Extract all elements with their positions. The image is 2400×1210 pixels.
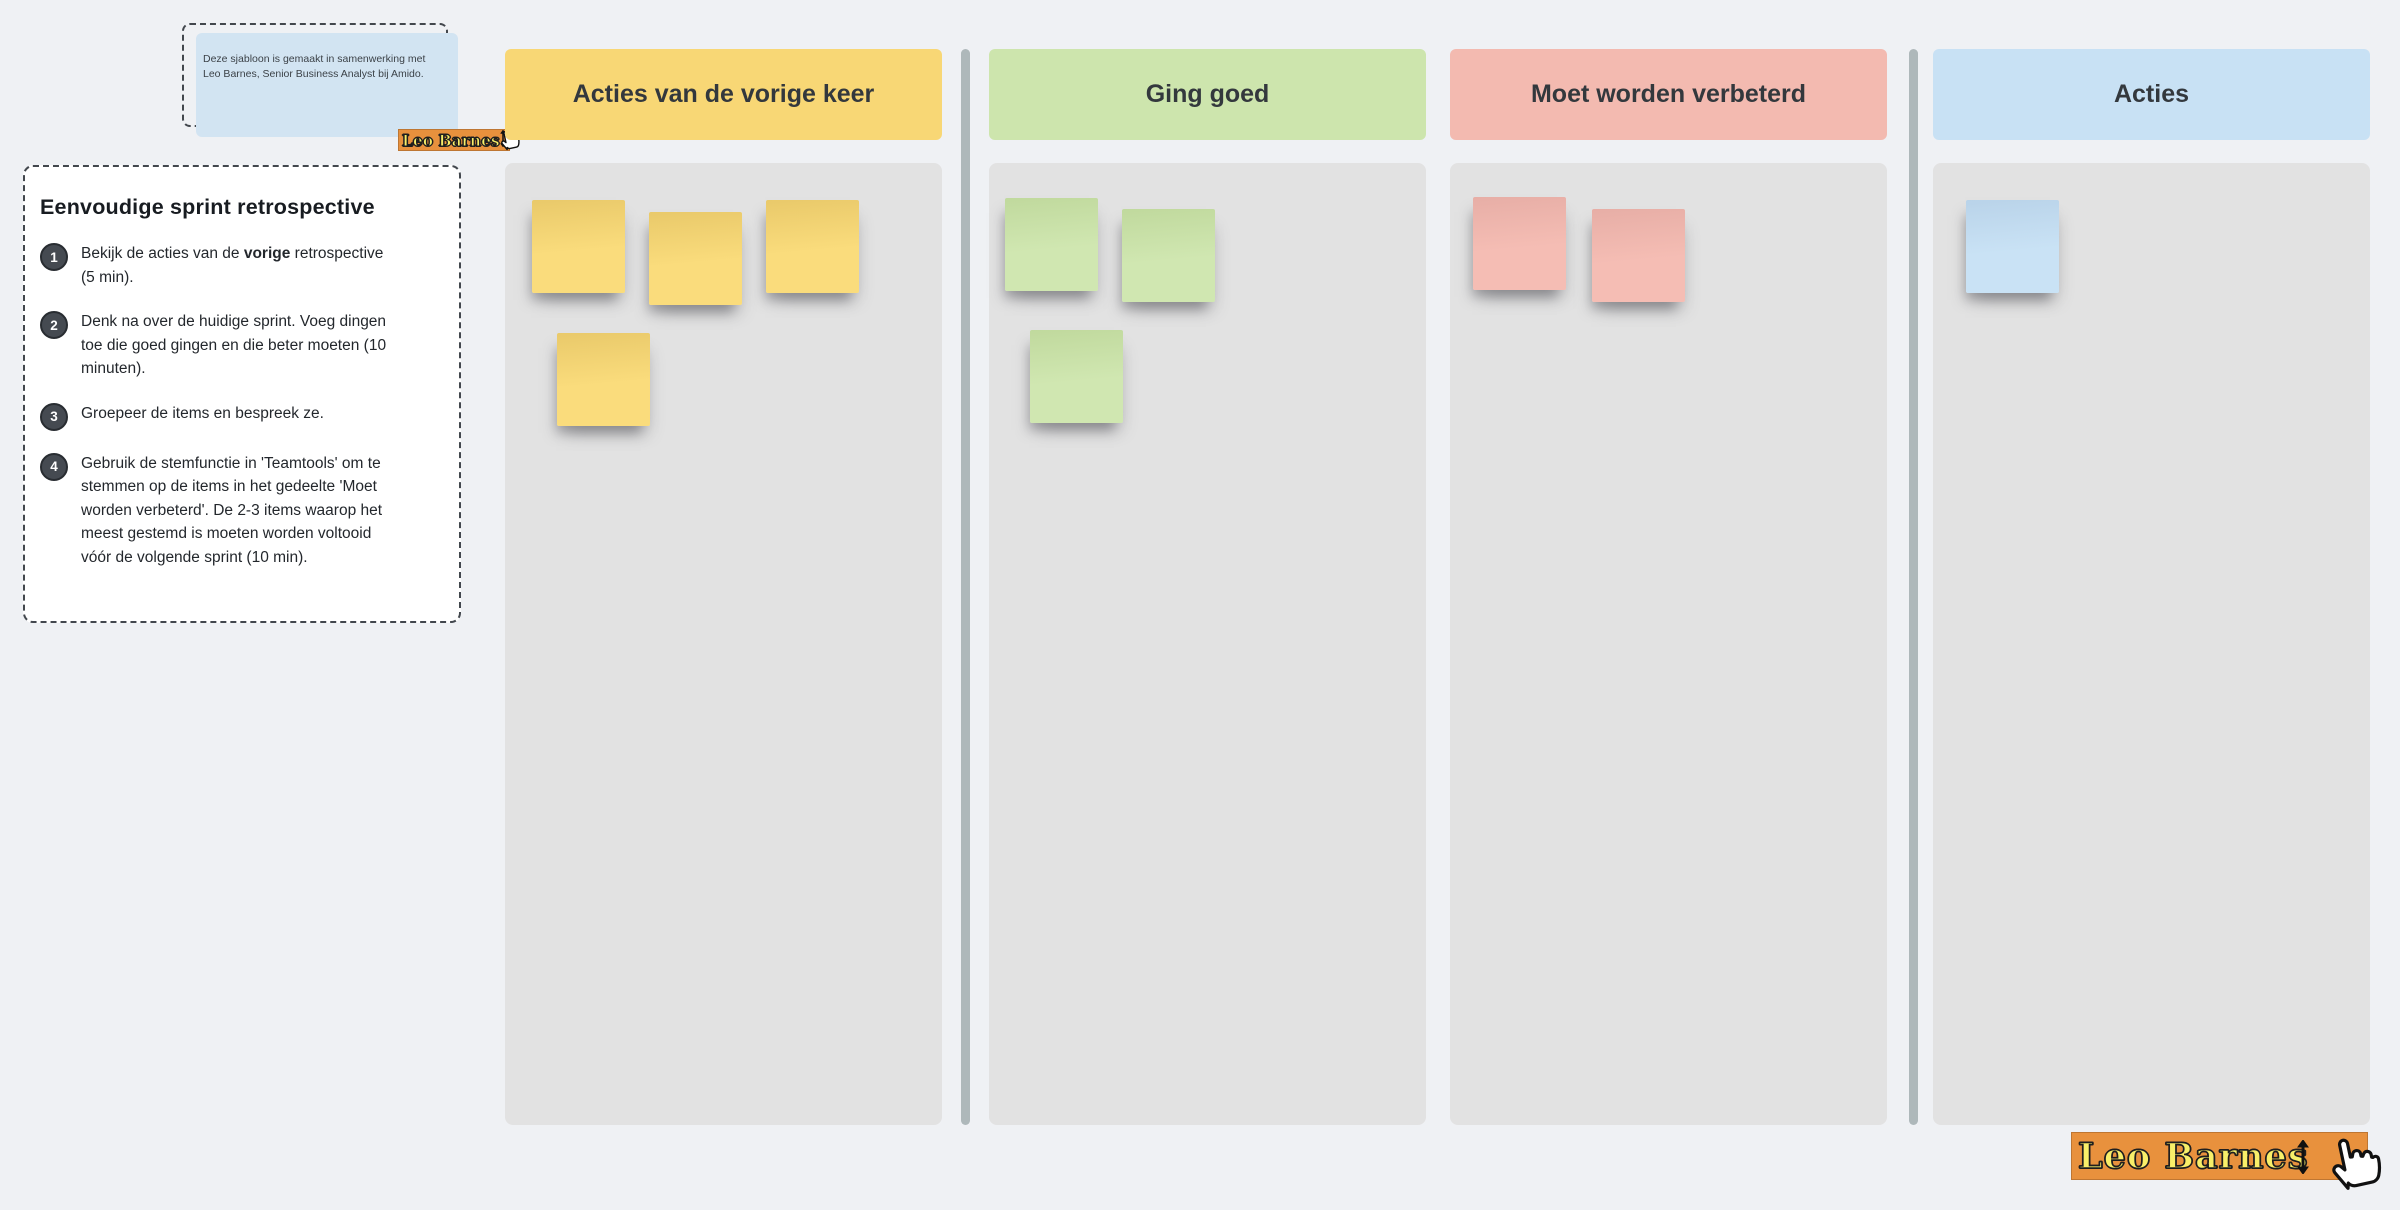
column-body-previous-actions[interactable] [505,163,942,1125]
column-title: Ging goed [1145,80,1270,108]
column-title: Acties [2113,80,2190,108]
instruction-step: 1 Bekijk de acties van de vorige retrosp… [40,242,439,289]
collab-note-card[interactable]: Deze sjabloon is gemaakt in samenwerking… [196,33,520,151]
column-previous-actions: Acties van de vorige keer [505,0,942,1210]
step-number-badge: 3 [40,402,68,431]
column-title: Acties van de vorige keer [572,80,875,108]
column-header-went-well[interactable]: Ging goed [989,49,1426,140]
hand-cursor-icon [2321,1131,2385,1204]
column-actions: Acties [1933,0,2370,1210]
sticky-note[interactable] [1592,209,1685,302]
instruction-step: 4 Gebruik de stemfunctie in 'Teamtools' … [40,452,439,570]
instruction-step: 3 Groepeer de items en bespreek ze. [40,402,439,431]
sticky-note[interactable] [1030,330,1123,423]
instructions-title: Eenvoudige sprint retrospective [40,195,375,219]
column-body-actions[interactable] [1933,163,2370,1125]
step-text: Bekijk de acties van de vorige retrospec… [81,245,384,286]
leo-barnes-stamp-small[interactable]: Leo Barnes [398,129,520,151]
stamp-text: Leo Barnes [2077,1135,2309,1178]
column-divider [961,49,970,1125]
column-body-to-improve[interactable] [1450,163,1887,1125]
column-header-actions[interactable]: Acties [1933,49,2370,140]
leo-barnes-stamp[interactable]: Leo Barnes [2071,1132,2382,1190]
sticky-note[interactable] [557,333,650,426]
sticky-note[interactable] [1005,198,1098,291]
sticky-note[interactable] [1122,209,1215,302]
column-to-improve: Moet worden verbeterd [1450,0,1887,1210]
step-text: Denk na over de huidige sprint. Voeg din… [81,313,387,377]
column-header-to-improve[interactable]: Moet worden verbeterd [1450,49,1887,140]
step-number-badge: 4 [40,452,68,481]
sticky-note[interactable] [1966,200,2059,293]
column-divider [1909,49,1918,1125]
step-number-badge: 1 [40,243,68,271]
step-text: Gebruik de stemfunctie in 'Teamtools' om… [81,454,383,566]
step-text: Groepeer de items en bespreek ze. [81,404,324,422]
text-caret-icon [2297,1139,2309,1183]
instructions-panel[interactable]: Eenvoudige sprint retrospective 1 Bekijk… [23,165,461,623]
sticky-note[interactable] [1473,197,1566,290]
instruction-step: 2 Denk na over de huidige sprint. Voeg d… [40,310,439,381]
column-header-previous-actions[interactable]: Acties van de vorige keer [505,49,942,140]
column-went-well: Ging goed [989,0,1426,1210]
sticky-note[interactable] [766,200,859,293]
column-title: Moet worden verbeterd [1530,80,1807,108]
sticky-note[interactable] [649,212,742,305]
stamp-text: Leo Barnes [402,130,501,150]
collab-note-text: Deze sjabloon is gemaakt in samenwerking… [203,53,426,80]
column-body-went-well[interactable] [989,163,1426,1125]
step-number-badge: 2 [40,311,68,339]
instructions-steps: 1 Bekijk de acties van de vorige retrosp… [40,242,439,569]
sticky-note[interactable] [532,200,625,293]
